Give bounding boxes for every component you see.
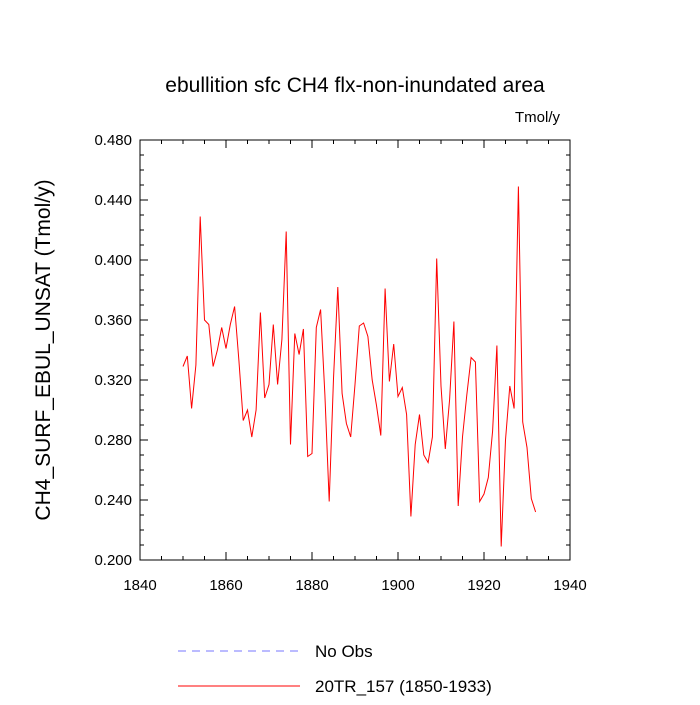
chart-title: ebullition sfc CH4 flx-non-inundated are… (165, 74, 545, 97)
x-tick-label: 1920 (467, 577, 500, 594)
legend-label: No Obs (315, 642, 373, 661)
y-tick-label: 0.400 (94, 252, 132, 269)
plot-frame (139, 139, 571, 561)
unit-label: Tmol/y (515, 109, 561, 126)
y-tick-label: 0.320 (94, 372, 132, 389)
y-axis-label: CH4_SURF_EBUL_UNSAT (Tmol/y) (32, 179, 55, 520)
x-tick-label: 1860 (209, 577, 242, 594)
y-tick-label: 0.200 (94, 552, 132, 569)
x-tick-label: 1840 (123, 577, 156, 594)
x-tick-label: 1900 (381, 577, 414, 594)
y-tick-label: 0.240 (94, 492, 132, 509)
y-tick-label: 0.280 (94, 432, 132, 449)
legend-label: 20TR_157 (1850-1933) (315, 677, 492, 696)
y-tick-label: 0.440 (94, 192, 132, 209)
x-tick-label: 1880 (295, 577, 328, 594)
y-tick-label: 0.360 (94, 312, 132, 329)
x-tick-label: 1940 (553, 577, 586, 594)
data-line (182, 186, 537, 547)
y-tick-label: 0.480 (94, 132, 132, 149)
